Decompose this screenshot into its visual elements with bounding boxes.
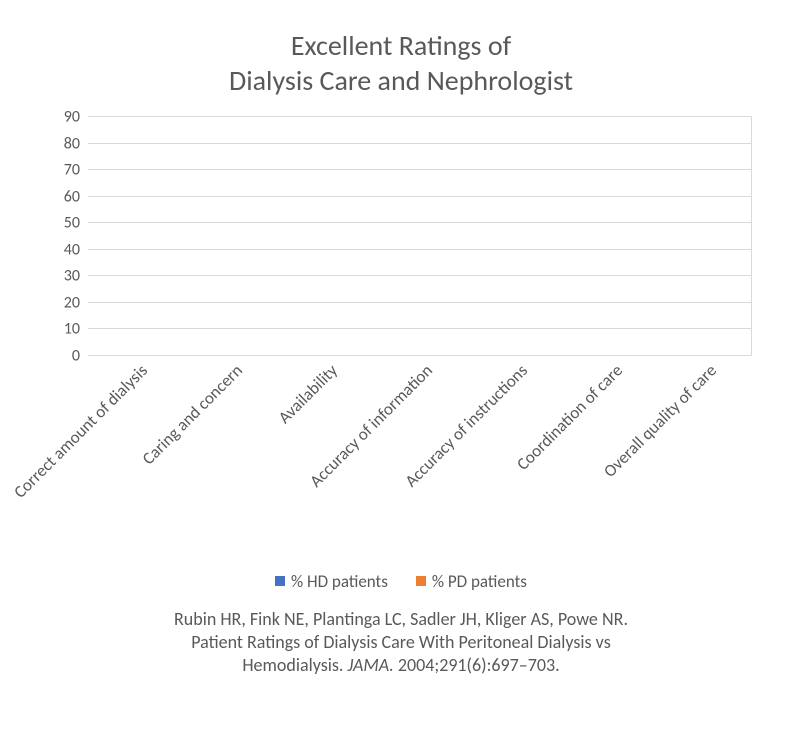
ytick-label: 90 [64,108,88,127]
citation-line3: Hemodialysis. JAMA. 2004;291(6):697–703. [60,654,742,677]
ytick-label: 10 [64,320,88,339]
ytick-label: 0 [72,347,88,366]
chart-title-line1: Excellent Ratings of [30,28,772,63]
ytick-label: 30 [64,267,88,286]
xtick-label: Correct amount of dialysis [10,360,152,502]
chart-title: Excellent Ratings of Dialysis Care and N… [30,28,772,98]
citation: Rubin HR, Fink NE, Plantinga LC, Sadler … [30,608,772,678]
legend-swatch [275,576,285,586]
ytick-label: 60 [64,187,88,206]
xtick-cell: Correct amount of dialysis [88,356,183,566]
legend-item: % HD patients [275,571,388,592]
legend: % HD patients % PD patients [30,570,772,592]
x-axis-labels: Correct amount of dialysisCaring and con… [88,356,752,566]
xtick-cell: Caring and concern [183,356,278,566]
chart-container: Excellent Ratings of Dialysis Care and N… [0,0,802,749]
ytick-label: 20 [64,293,88,312]
ytick-label: 80 [64,134,88,153]
xtick-cell: Overall quality of care [657,356,752,566]
legend-label: % PD patients [432,571,527,592]
ytick-label: 50 [64,214,88,233]
legend-label: % HD patients [291,571,388,592]
ytick-label: 70 [64,161,88,180]
bars-layer [88,117,751,356]
chart-title-line2: Dialysis Care and Nephrologist [30,63,772,98]
citation-line2: Patient Ratings of Dialysis Care With Pe… [60,631,742,654]
ytick-label: 40 [64,240,88,259]
xtick-label: Availability [274,360,342,428]
citation-line1: Rubin HR, Fink NE, Plantinga LC, Sadler … [60,608,742,631]
plot-area: 0102030405060708090 [88,116,752,356]
legend-swatch [416,576,426,586]
legend-item: % PD patients [416,571,527,592]
